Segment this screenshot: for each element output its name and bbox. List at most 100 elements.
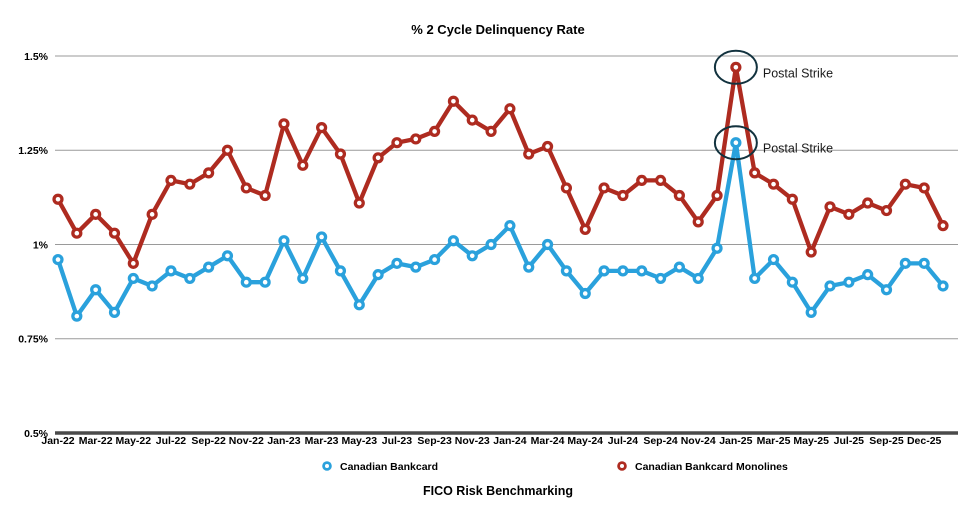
data-point-center bbox=[620, 268, 626, 274]
data-point-center bbox=[865, 272, 870, 277]
x-tick-label: Jul-23 bbox=[382, 435, 413, 447]
data-point-center bbox=[488, 242, 494, 247]
data-point-center bbox=[601, 268, 607, 274]
data-point-center bbox=[884, 287, 889, 293]
x-tick-label: Nov-23 bbox=[455, 435, 490, 447]
data-point-center bbox=[243, 279, 249, 285]
data-point-center bbox=[469, 117, 475, 123]
data-point-center bbox=[469, 253, 475, 259]
data-point-center bbox=[451, 238, 456, 244]
data-point-center bbox=[545, 144, 550, 149]
annotation-ellipse bbox=[713, 125, 758, 161]
x-tick-label: Jul-24 bbox=[608, 435, 639, 447]
y-axis-labels: 0.5% 0.75% 1% 1.25% 1.5% bbox=[18, 51, 48, 440]
data-point-center bbox=[639, 178, 645, 183]
data-point-center bbox=[262, 279, 268, 285]
data-point-center bbox=[752, 170, 758, 176]
data-point-center bbox=[187, 276, 193, 281]
x-tick-label: Jan-25 bbox=[719, 435, 752, 447]
data-point-center bbox=[432, 257, 437, 262]
data-point-center bbox=[300, 163, 306, 168]
x-tick-label: Sep-24 bbox=[643, 435, 678, 447]
x-tick-label: May-24 bbox=[567, 435, 603, 447]
data-point-center bbox=[394, 140, 400, 146]
legend-item: Canadian Bankcard Monolines bbox=[617, 461, 788, 473]
x-tick-label: May-22 bbox=[116, 435, 152, 447]
data-point-center bbox=[677, 264, 682, 270]
data-point-center bbox=[112, 230, 117, 236]
legend: Canadian Bankcard Canadian Bankcard Monol… bbox=[322, 461, 788, 473]
data-point-center bbox=[112, 310, 117, 315]
x-tick-label: May-23 bbox=[341, 435, 377, 447]
legend-label: Canadian Bankcard bbox=[340, 461, 438, 473]
data-point-center bbox=[526, 264, 532, 270]
legend-marker-center bbox=[325, 464, 329, 468]
data-point-center bbox=[356, 200, 362, 206]
y-tick-label: 1.5% bbox=[24, 51, 49, 63]
data-point-center bbox=[451, 98, 456, 104]
data-point-center bbox=[149, 212, 155, 217]
data-point-center bbox=[601, 185, 607, 191]
x-tick-label: Sep-25 bbox=[869, 435, 904, 447]
data-point-center bbox=[714, 193, 720, 198]
data-point-center bbox=[695, 219, 701, 225]
data-point-center bbox=[74, 230, 80, 236]
data-point-center bbox=[564, 185, 569, 191]
data-point-center bbox=[827, 283, 833, 289]
data-point-center bbox=[582, 227, 588, 232]
data-point-center bbox=[300, 276, 306, 281]
data-point-center bbox=[658, 178, 663, 183]
data-point-center bbox=[319, 234, 324, 240]
data-point-center bbox=[55, 196, 61, 202]
data-point-center bbox=[808, 249, 814, 255]
data-point-center bbox=[677, 193, 682, 198]
data-point-center bbox=[131, 276, 136, 281]
data-point-center bbox=[846, 212, 852, 217]
data-point-center bbox=[771, 257, 776, 262]
annotation-ellipse bbox=[713, 49, 758, 85]
data-point-center bbox=[658, 276, 663, 281]
data-point-center bbox=[243, 185, 249, 191]
x-tick-label: Nov-22 bbox=[229, 435, 264, 447]
x-tick-label: May-25 bbox=[793, 435, 829, 447]
data-point-center bbox=[338, 151, 343, 157]
data-point-center bbox=[413, 264, 419, 270]
x-tick-label: Dec-25 bbox=[907, 435, 942, 447]
annotation-label: Postal Strike bbox=[763, 142, 833, 156]
data-point-center bbox=[526, 151, 532, 157]
legend-label: Canadian Bankcard Monolines bbox=[635, 461, 788, 473]
data-point-center bbox=[507, 106, 513, 112]
annotations: Postal Strike Postal Strike bbox=[713, 49, 833, 161]
data-point-center bbox=[771, 181, 776, 187]
x-tick-label: Mar-22 bbox=[79, 435, 113, 447]
x-tick-label: Jan-22 bbox=[41, 435, 74, 447]
data-point-center bbox=[940, 283, 946, 289]
series-line bbox=[55, 140, 946, 319]
gridlines bbox=[55, 55, 958, 435]
series-canadian-bankcard bbox=[52, 137, 949, 322]
data-point-center bbox=[733, 65, 739, 70]
y-tick-label: 1% bbox=[33, 239, 49, 251]
data-point-center bbox=[507, 223, 513, 228]
data-point-center bbox=[262, 193, 268, 198]
data-point-center bbox=[903, 261, 908, 266]
data-point-center bbox=[74, 313, 80, 319]
series-lines bbox=[52, 61, 949, 322]
data-point-center bbox=[884, 208, 889, 213]
data-point-center bbox=[281, 238, 287, 244]
data-point-center bbox=[921, 261, 927, 266]
annotation-label: Postal Strike bbox=[763, 66, 833, 80]
data-point-center bbox=[281, 121, 287, 127]
data-point-center bbox=[432, 129, 437, 134]
data-point-center bbox=[940, 223, 946, 228]
data-point-center bbox=[131, 261, 136, 266]
x-tick-label: Jan-24 bbox=[493, 435, 526, 447]
chart-title: % 2 Cycle Delinquency Rate bbox=[411, 22, 584, 37]
x-tick-label: Sep-22 bbox=[191, 435, 226, 447]
data-point-center bbox=[808, 310, 814, 315]
data-point-center bbox=[168, 178, 174, 183]
data-point-center bbox=[413, 136, 419, 142]
data-point-center bbox=[827, 204, 833, 210]
data-point-center bbox=[55, 257, 61, 262]
